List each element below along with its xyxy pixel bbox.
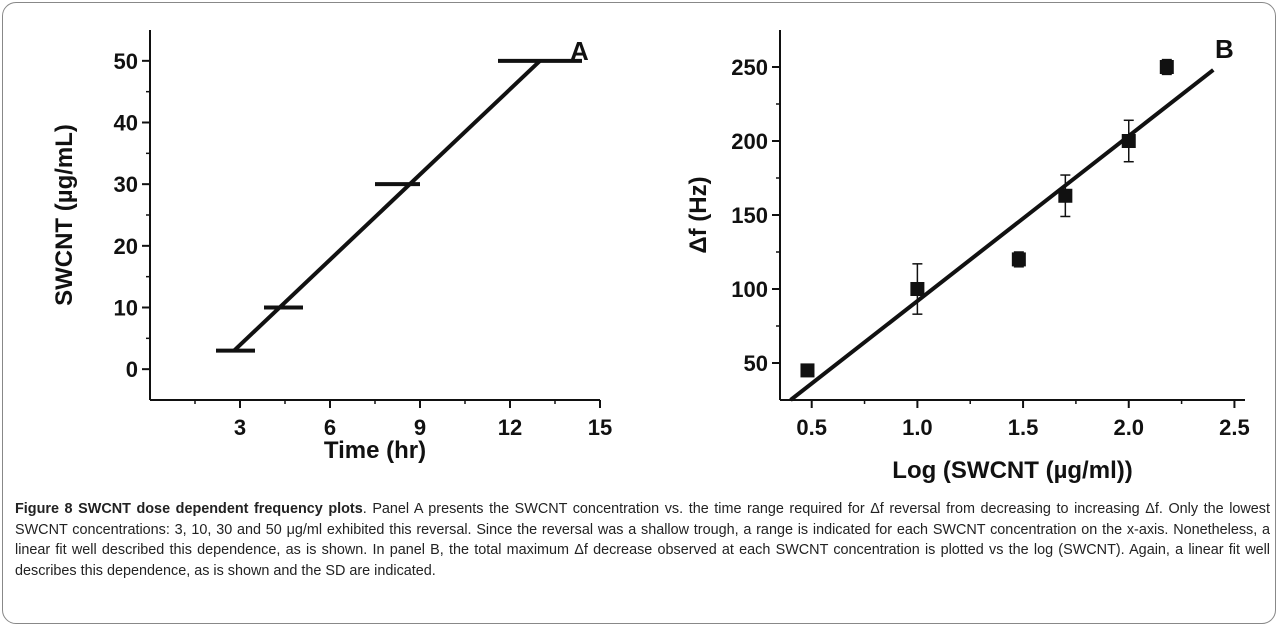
x-tick-label: 15	[588, 415, 612, 440]
y-tick-label: 30	[114, 172, 138, 197]
x-tick-label: 0.5	[796, 415, 827, 440]
figure-caption: Figure 8 SWCNT dose dependent frequency …	[15, 499, 1270, 581]
y-tick-label: 40	[114, 111, 138, 136]
figure-charts: 0 10 20 30 40 50 3 6 9 12 15 Time (hr) SWCNT (µg/mL)…	[51, 30, 1250, 484]
x-tick-label: 2.5	[1219, 415, 1250, 440]
x-tick-label: 3	[234, 415, 246, 440]
panel-b-chart: 50 100 150 200 250 0.5 1.0 1.5 2.0 2.5 Log (SWCNT …	[685, 30, 1250, 484]
y-tick-label: 10	[114, 296, 138, 321]
panel-letter: A	[570, 36, 589, 66]
y-tick-label: 200	[731, 129, 768, 154]
data-point	[910, 282, 925, 296]
y-tick-label: 50	[744, 351, 768, 376]
y-tick-label: 0	[126, 357, 138, 382]
y-tick-label: 150	[731, 203, 768, 228]
y-axis-title: Δf (Hz)	[685, 176, 712, 253]
panel-letter: B	[1215, 34, 1234, 64]
data-point	[1011, 252, 1026, 267]
y-axis-title: SWCNT (µg/mL)	[51, 124, 78, 306]
x-tick-label: 2.0	[1113, 415, 1144, 440]
x-tick-label: 1.5	[1008, 415, 1039, 440]
x-tick-label: 6	[324, 415, 336, 440]
fit-line	[789, 68, 1215, 402]
fit-line	[232, 59, 542, 353]
panel-a-chart: 0 10 20 30 40 50 3 6 9 12 15 Time (hr) SWCNT (µg/mL)…	[51, 30, 612, 464]
x-tick-label: 1.0	[902, 415, 933, 440]
caption-text: . Panel A presents the SWCNT concentrati…	[15, 501, 1270, 579]
y-tick-label: 50	[114, 49, 138, 74]
data-point	[800, 363, 815, 378]
x-tick-label: 12	[498, 415, 522, 440]
x-tick-label: 9	[414, 415, 426, 440]
y-tick-label: 250	[731, 55, 768, 80]
x-axis-title: Log (SWCNT (µg/ml))	[892, 457, 1132, 484]
caption-title: Figure 8 SWCNT dose dependent frequency …	[15, 501, 363, 517]
x-axis-title: Time (hr)	[324, 437, 426, 464]
data-point	[1159, 60, 1174, 74]
y-tick-label: 20	[114, 234, 138, 259]
data-point	[1121, 134, 1136, 148]
data-point	[1058, 188, 1073, 203]
y-tick-label: 100	[731, 277, 768, 302]
